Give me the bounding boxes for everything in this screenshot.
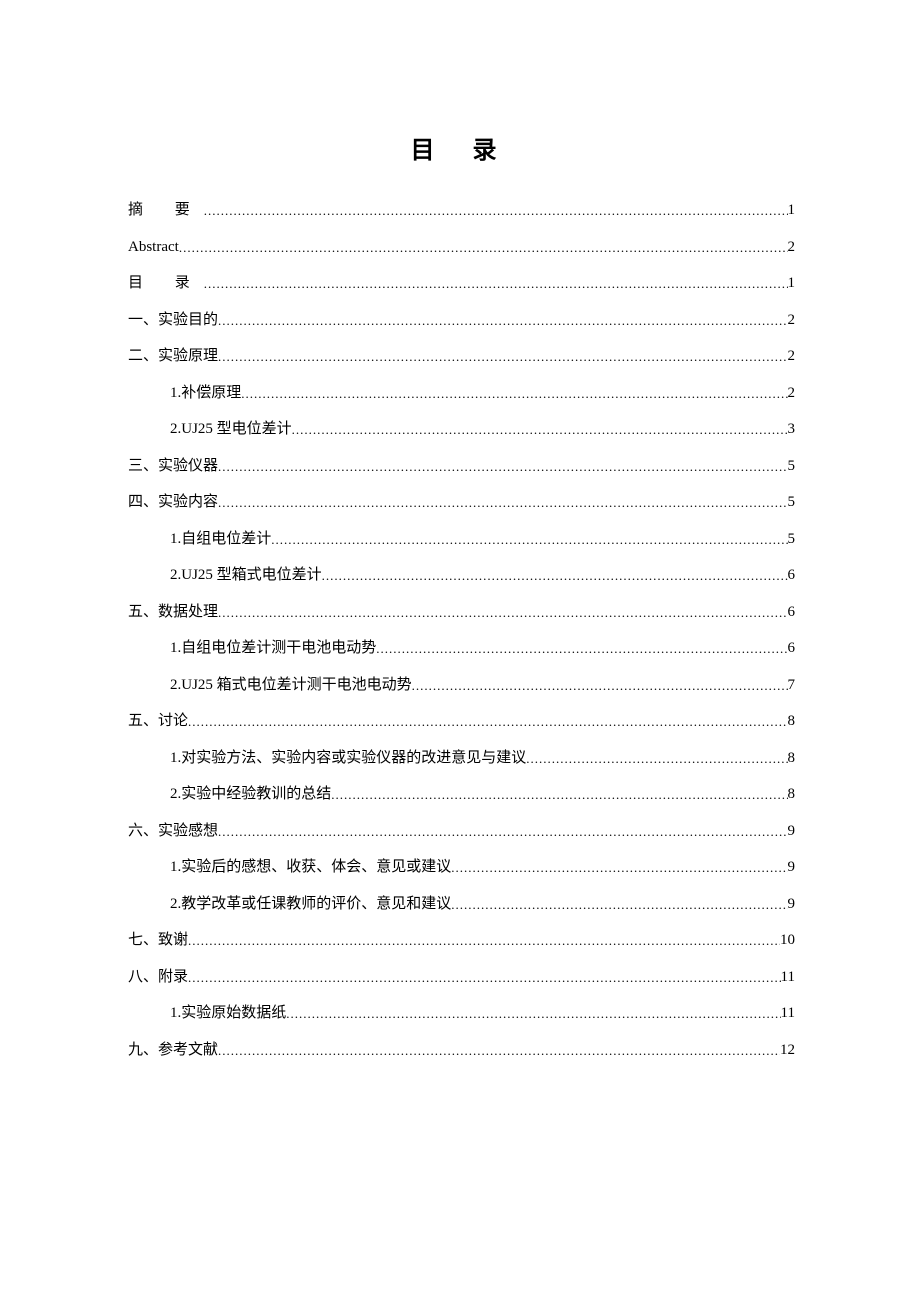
toc-entry-page: 9 [788, 824, 796, 839]
toc-entry-label: 1.自组电位差计测干电池电动势 [170, 641, 376, 656]
toc-entry: 五、数据处理 6 [128, 605, 795, 620]
toc-entry: Abstract 2 [128, 240, 795, 255]
toc-entry: 七、致谢 10 [128, 933, 795, 948]
toc-entry-page: 11 [781, 1006, 795, 1021]
document-page: 目 录 摘 要1Abstract2目 录1一、实验目的2二、实验原理21.补偿原… [0, 0, 920, 1058]
toc-entry: 1.自组电位差计测干电池电动势 6 [128, 641, 795, 656]
toc-entry-page: 2 [788, 240, 796, 255]
toc-entry-page: 6 [788, 605, 796, 620]
toc-entry-page: 8 [788, 714, 796, 729]
toc-entry-page: 9 [788, 897, 796, 912]
toc-entry: 1.实验后的感想、收获、体会、意见或建议 9 [128, 860, 795, 875]
toc-leader-dots [451, 898, 787, 911]
toc-entry-label: 一、实验目的 [128, 313, 218, 328]
toc-entry-page: 3 [788, 422, 796, 437]
toc-entry: 目 录 1 [128, 276, 795, 291]
toc-leader-dots [218, 460, 787, 473]
toc-entry-page: 11 [781, 970, 795, 985]
toc-entry-label: 2.教学改革或任课教师的评价、意见和建议 [170, 897, 451, 912]
toc-entry-page: 2 [788, 349, 796, 364]
toc-entry-label: 八、附录 [128, 970, 188, 985]
toc-leader-dots [218, 496, 787, 509]
toc-leader-dots [188, 934, 780, 947]
toc-entry-label: 1.补偿原理 [170, 386, 241, 401]
toc-entry-page: 5 [788, 495, 796, 510]
toc-entry: 1.对实验方法、实验内容或实验仪器的改进意见与建议 8 [128, 751, 795, 766]
toc-entry-label: 2.UJ25 型电位差计 [170, 422, 292, 437]
toc-entry-page: 7 [788, 678, 796, 693]
toc-entry: 八、附录 11 [128, 970, 795, 985]
toc-leader-dots [188, 715, 787, 728]
toc-entry-label: 1.实验原始数据纸 [170, 1006, 286, 1021]
toc-entry: 1.补偿原理 2 [128, 386, 795, 401]
toc-entry-page: 2 [788, 386, 796, 401]
toc-entry-page: 10 [780, 933, 795, 948]
toc-leader-dots [218, 606, 787, 619]
toc-entry-page: 1 [788, 276, 796, 291]
toc-entry-label: 摘 要 [128, 203, 204, 218]
toc-entry-label: 1.自组电位差计 [170, 532, 271, 547]
toc-leader-dots [292, 423, 788, 436]
toc-entry: 2.UJ25 箱式电位差计测干电池电动势 7 [128, 678, 795, 693]
toc-entry: 2.UJ25 型箱式电位差计 6 [128, 568, 795, 583]
toc-leader-dots [204, 277, 788, 290]
toc-entry: 2.教学改革或任课教师的评价、意见和建议 9 [128, 897, 795, 912]
toc-entry: 一、实验目的 2 [128, 313, 795, 328]
toc-leader-dots [188, 971, 781, 984]
toc-entry-page: 8 [788, 787, 796, 802]
toc-leader-dots [218, 314, 787, 327]
toc-container: 摘 要 1 Abstract 2 目 录 1 一、实验目的 2 二、实验原理 2 1.补偿原理 2 2.… [128, 203, 795, 1058]
toc-entry-label: 四、实验内容 [128, 495, 218, 510]
toc-entry-label: 三、实验仪器 [128, 459, 218, 474]
toc-leader-dots [218, 350, 787, 363]
toc-entry-label: 五、数据处理 [128, 605, 218, 620]
toc-leader-dots [412, 679, 788, 692]
toc-entry: 五、讨论 8 [128, 714, 795, 729]
toc-entry: 2.UJ25 型电位差计 3 [128, 422, 795, 437]
toc-entry-page: 8 [788, 751, 796, 766]
toc-entry-label: 七、致谢 [128, 933, 188, 948]
toc-entry: 2.实验中经验教训的总结 8 [128, 787, 795, 802]
toc-entry-page: 5 [788, 459, 796, 474]
toc-leader-dots [271, 533, 787, 546]
toc-leader-dots [218, 1044, 780, 1057]
toc-entry-page: 6 [788, 568, 796, 583]
toc-entry-label: 2.实验中经验教训的总结 [170, 787, 331, 802]
toc-leader-dots [526, 752, 787, 765]
toc-leader-dots [179, 241, 788, 254]
toc-entry-label: 六、实验感想 [128, 824, 218, 839]
toc-leader-dots [376, 642, 787, 655]
toc-leader-dots [286, 1007, 780, 1020]
toc-entry: 二、实验原理 2 [128, 349, 795, 364]
toc-entry-page: 6 [788, 641, 796, 656]
toc-entry-page: 1 [788, 203, 796, 218]
toc-leader-dots [322, 569, 788, 582]
toc-entry: 六、实验感想 9 [128, 824, 795, 839]
toc-entry-page: 2 [788, 313, 796, 328]
toc-entry: 1.实验原始数据纸 11 [128, 1006, 795, 1021]
toc-entry: 四、实验内容 5 [128, 495, 795, 510]
toc-entry-page: 12 [780, 1043, 795, 1058]
toc-entry-label: 1.实验后的感想、收获、体会、意见或建议 [170, 860, 451, 875]
toc-leader-dots [241, 387, 787, 400]
toc-leader-dots [204, 204, 788, 217]
toc-leader-dots [331, 788, 787, 801]
toc-entry: 九、参考文献 12 [128, 1043, 795, 1058]
toc-entry-page: 9 [788, 860, 796, 875]
toc-entry-label: 2.UJ25 箱式电位差计测干电池电动势 [170, 678, 412, 693]
toc-entry-label: 1.对实验方法、实验内容或实验仪器的改进意见与建议 [170, 751, 526, 766]
toc-entry-page: 5 [788, 532, 796, 547]
toc-leader-dots [218, 825, 787, 838]
toc-entry: 摘 要 1 [128, 203, 795, 218]
toc-entry-label: 2.UJ25 型箱式电位差计 [170, 568, 322, 583]
toc-leader-dots [451, 861, 787, 874]
toc-entry-label: 目 录 [128, 276, 204, 291]
toc-entry: 1.自组电位差计 5 [128, 532, 795, 547]
toc-entry-label: 五、讨论 [128, 714, 188, 729]
toc-entry-label: 二、实验原理 [128, 349, 218, 364]
toc-entry-label: 九、参考文献 [128, 1043, 218, 1058]
toc-title: 目 录 [128, 130, 795, 165]
toc-entry: 三、实验仪器 5 [128, 459, 795, 474]
toc-entry-label: Abstract [128, 240, 179, 255]
